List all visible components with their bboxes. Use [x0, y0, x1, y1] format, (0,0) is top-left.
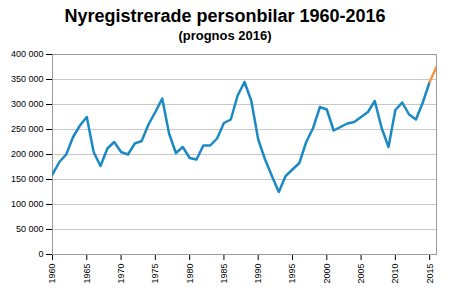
- svg-text:0: 0: [38, 249, 43, 259]
- svg-text:200 000: 200 000: [11, 149, 44, 159]
- svg-text:350 000: 350 000: [11, 74, 44, 84]
- svg-text:1985: 1985: [219, 264, 229, 284]
- svg-text:2015: 2015: [425, 264, 435, 284]
- svg-text:150 000: 150 000: [11, 174, 44, 184]
- svg-text:1995: 1995: [287, 264, 297, 284]
- svg-text:250 000: 250 000: [11, 124, 44, 134]
- svg-text:2000: 2000: [322, 264, 332, 284]
- html-text:(prognos 2016): (prognos 2016): [178, 28, 272, 43]
- svg-text:100 000: 100 000: [11, 199, 44, 209]
- svg-text:1990: 1990: [253, 264, 263, 284]
- svg-text:300 000: 300 000: [11, 99, 44, 109]
- svg-text:1960: 1960: [47, 264, 57, 284]
- svg-text:50 000: 50 000: [16, 224, 44, 234]
- svg-text:2010: 2010: [390, 264, 400, 284]
- svg-text:2005: 2005: [356, 264, 366, 284]
- html-text:Nyregistrerade personbilar 196: Nyregistrerade personbilar 1960-2016: [64, 6, 386, 26]
- svg-text:400 000: 400 000: [11, 49, 44, 59]
- svg-text:1965: 1965: [82, 264, 92, 284]
- svg-text:1975: 1975: [150, 264, 160, 284]
- svg-text:1980: 1980: [185, 264, 195, 284]
- svg-text:1970: 1970: [116, 264, 126, 284]
